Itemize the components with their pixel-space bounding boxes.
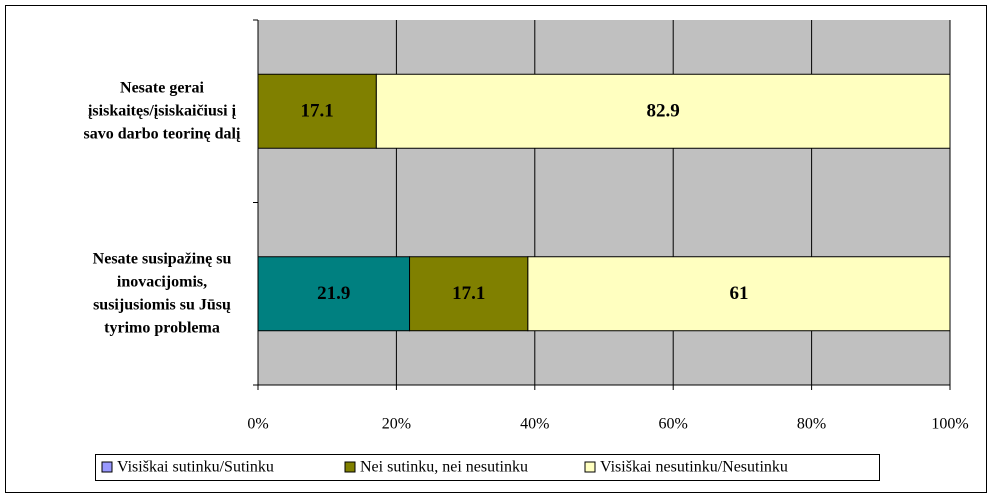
x-tick-label: 0%: [247, 416, 268, 433]
data-label: 82.9: [647, 101, 680, 122]
legend-swatch: [101, 461, 113, 473]
category-label-line: susijusiomis su Jūsų: [93, 296, 231, 313]
category-label: Nesate susipažinę su inovacijomis, susijus…: [93, 250, 232, 336]
category-label-line: savo darbo teorinę dalį: [84, 125, 241, 142]
legend-swatch: [584, 461, 596, 473]
legend-label: Visiškai sutinku/Sutinku: [117, 459, 274, 476]
category-label: Nesate gerai įsiskaitęs/įsiskaičiusi į sav…: [84, 79, 241, 142]
category-label-line: Nesate gerai: [120, 79, 205, 96]
data-label: 61: [729, 283, 748, 304]
category-label-line: įsiskaitęs/įsiskaičiusi į: [88, 102, 237, 119]
legend-swatch: [344, 461, 356, 473]
data-label: 17.1: [452, 283, 485, 304]
x-tick-label: 100%: [931, 416, 968, 433]
legend-label: Visiškai nesutinku/Nesutinku: [600, 459, 788, 476]
legend-box: [95, 454, 880, 481]
bar-segment: [257, 73, 377, 149]
legend-label: Nei sutinku, nei nesutinku: [360, 459, 528, 476]
data-label: 17.1: [301, 101, 334, 122]
category-label-line: tyrimo problema: [104, 319, 220, 336]
data-label: 21.9: [317, 283, 350, 304]
bar-segment: [409, 256, 529, 332]
bar-segment: [375, 73, 951, 149]
category-label-line: Nesate susipažinę su: [93, 250, 232, 267]
category-label-line: inovacijomis,: [117, 273, 207, 290]
bar-segment: [257, 256, 411, 332]
bar-segment: [527, 256, 951, 332]
x-tick-label: 20%: [382, 416, 411, 433]
x-tick-label: 80%: [797, 416, 826, 433]
x-tick-label: 40%: [520, 416, 549, 433]
x-tick-label: 60%: [659, 416, 688, 433]
